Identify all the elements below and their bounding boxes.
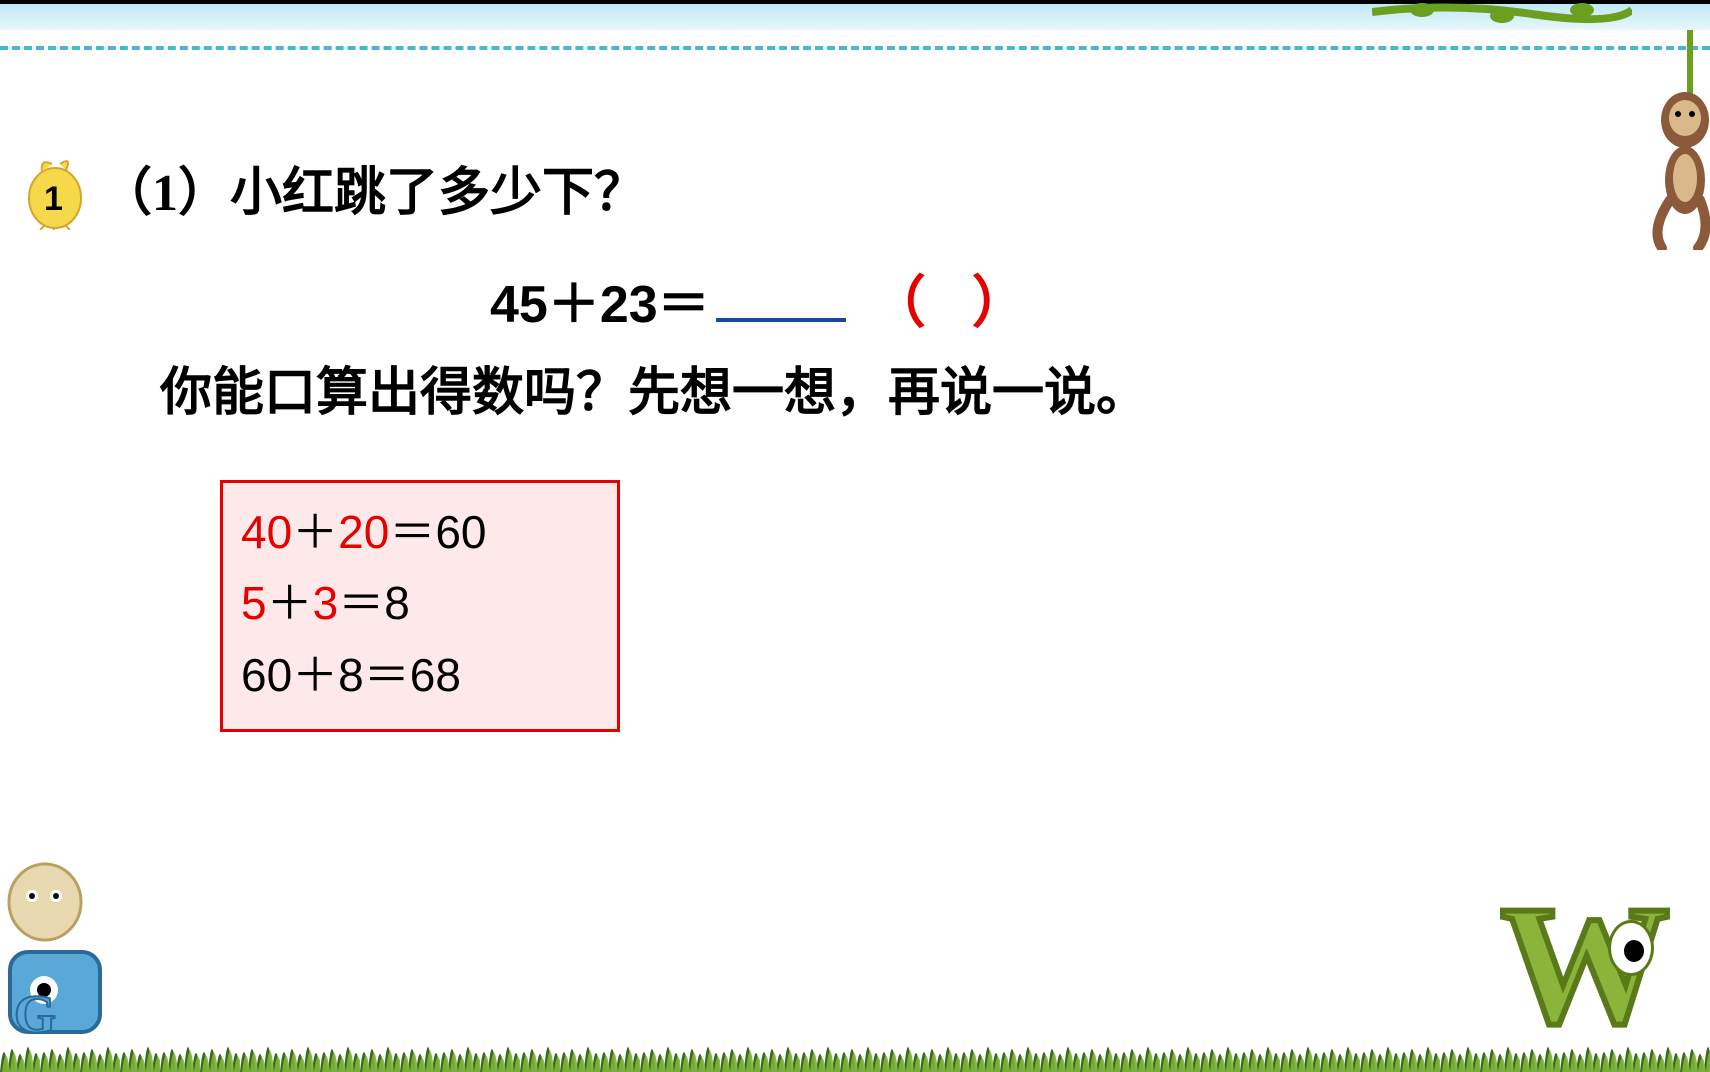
svg-text:G: G [14,984,56,1042]
paren-close: ） [972,273,1028,335]
equation-left: 45＋23＝ [490,276,710,334]
work-token: 40 [241,506,292,558]
slide: 1 （1）小红跳了多少下？ 45＋23＝ （ ） 你能口算出得数吗？先想一想，再说一… [0,0,1710,1072]
work-token: 60 [435,506,486,558]
equation-line: 45＋23＝ （ ） [490,258,1028,339]
work-token: 8 [338,649,364,701]
question-1-text: （1）小红跳了多少下？ [100,150,646,225]
work-token: 60 [241,649,292,701]
work-token: ＋ [267,577,313,629]
grass-decor [0,1012,1710,1072]
bottom-left-decor: G [0,862,120,1042]
work-token: ＋ [292,506,338,558]
top-dashed-line [0,46,1710,50]
paren-open: （ [870,273,954,335]
work-box: 40＋20＝60 5＋3＝8 60＋8＝68 [220,480,620,732]
work-token: 20 [338,506,389,558]
question-number-badge: 1 [22,150,88,230]
work-line: 40＋20＝60 [241,497,599,568]
question-number: 1 [44,180,63,219]
work-token: 8 [384,577,410,629]
work-token: ＝ [364,649,410,701]
work-token: ＝ [389,506,435,558]
answer-blank[interactable] [716,276,846,322]
work-token: 5 [241,577,267,629]
work-token: 68 [410,649,461,701]
work-token: ＋ [292,649,338,701]
w-letter-decor: W [1500,892,1670,1042]
work-token: ＝ [338,577,384,629]
work-line: 60＋8＝68 [241,640,599,711]
w-pupil [1624,940,1644,962]
monkey-decor [1640,30,1710,250]
vine-decor [1372,0,1632,30]
question-2-text: 你能口算出得数吗？先想一想，再说一说。 [160,350,1148,425]
work-line: 5＋3＝8 [241,568,599,639]
work-token: 3 [313,577,339,629]
